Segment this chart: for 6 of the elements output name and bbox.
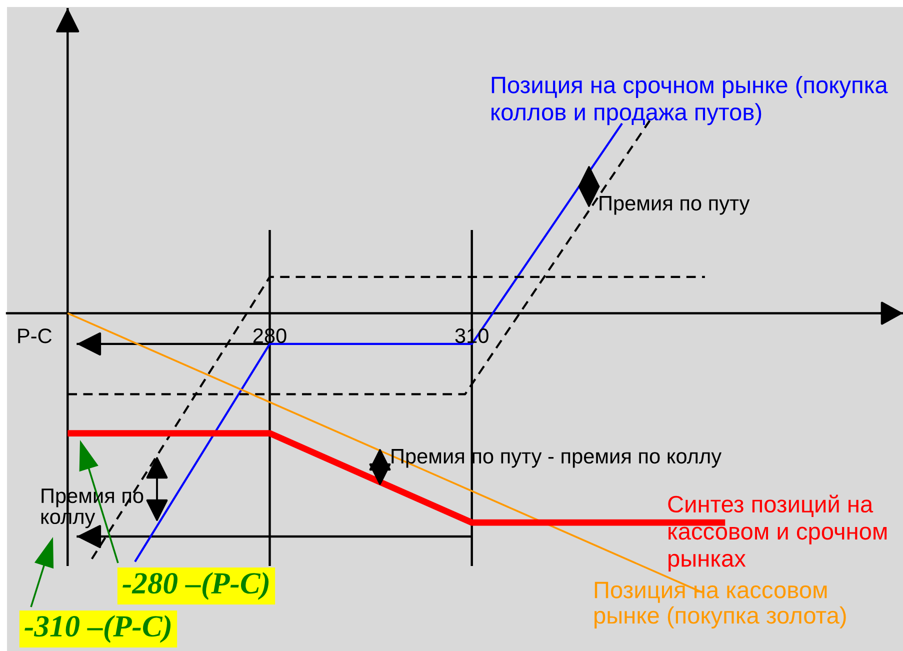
- ref-line-label: P-C: [18, 328, 52, 344]
- annotation: -280 –(P-C): [122, 572, 269, 600]
- annotation: Премия по путу: [600, 196, 750, 215]
- series-label: Синтез позиций на кассовом и срочном рынках: [668, 494, 887, 572]
- text: -310 –(P-C): [24, 615, 171, 643]
- text: Позиция на срочном рынке (покупка коллов и продажа путов): [492, 76, 888, 126]
